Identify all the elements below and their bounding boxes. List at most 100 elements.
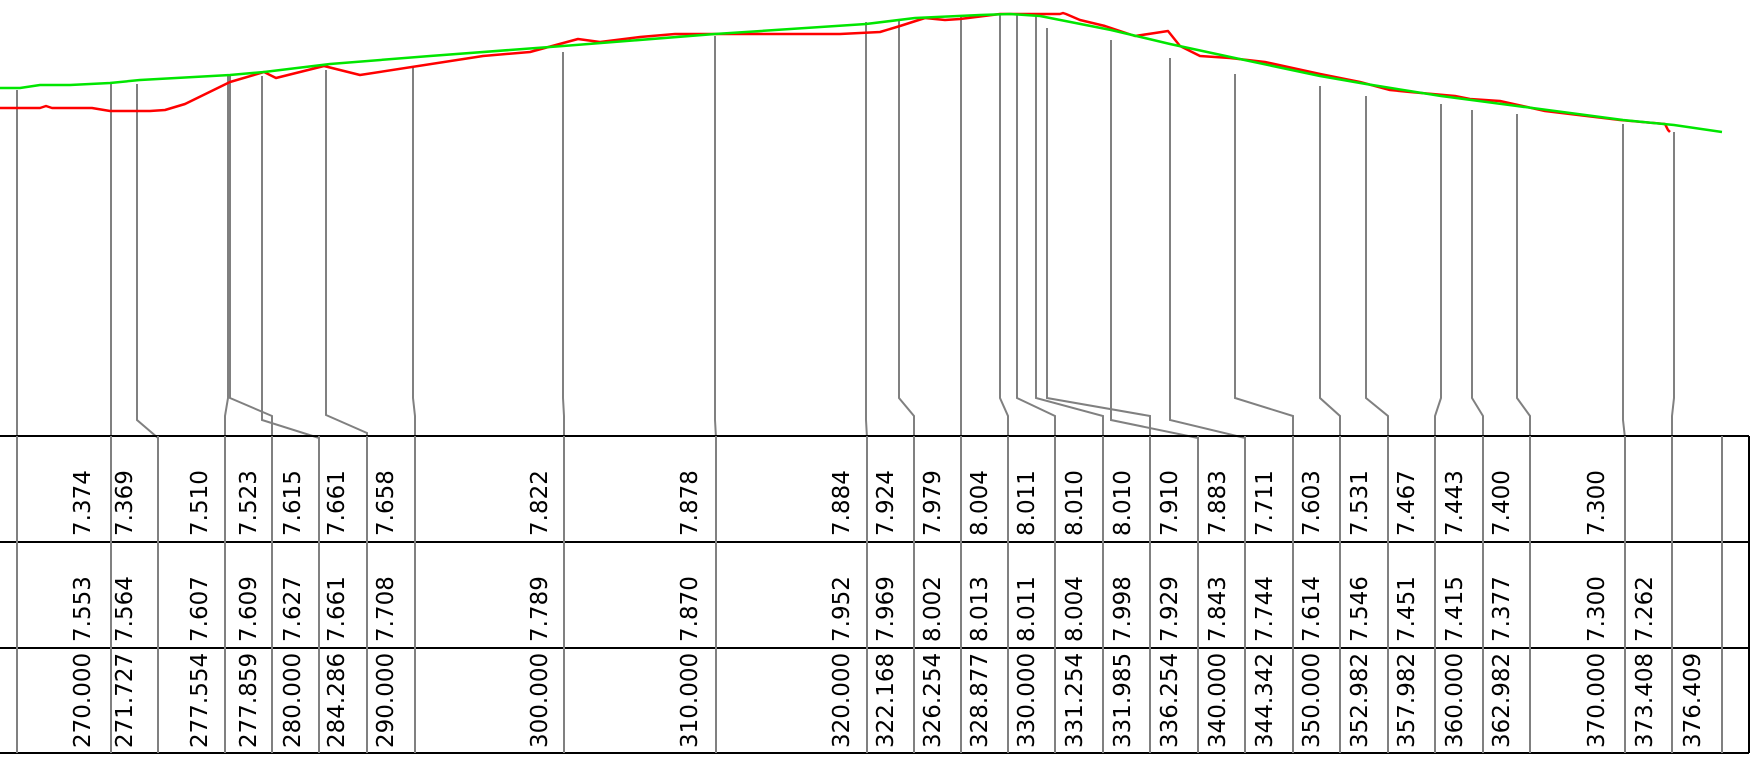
level-value: 7.374 xyxy=(70,470,96,536)
leader-line xyxy=(1319,86,1341,436)
level-value: 277.859 xyxy=(236,653,262,748)
level-value: 331.985 xyxy=(1110,653,1136,748)
level-value: 271.727 xyxy=(112,653,138,748)
leader-line xyxy=(714,36,717,439)
leader-line xyxy=(865,22,868,439)
level-value: 8.011 xyxy=(1014,470,1040,536)
level-value: 8.002 xyxy=(920,576,946,642)
leader-line xyxy=(898,20,915,436)
design-level-row: 7.553 7.564 7.607 7.609 7.627 7.661 7.708 7.789… xyxy=(70,576,1658,642)
level-value: 362.982 xyxy=(1489,653,1515,748)
level-value: 290.000 xyxy=(373,653,399,748)
level-value: 7.658 xyxy=(373,470,399,536)
leader-line xyxy=(1471,110,1484,436)
leader-line xyxy=(1035,14,1104,436)
level-value: 8.013 xyxy=(967,576,993,642)
level-value: 270.000 xyxy=(70,653,96,748)
level-value: 8.010 xyxy=(1110,470,1136,536)
leader-line xyxy=(261,76,320,440)
level-value: 7.609 xyxy=(236,576,262,642)
level-value: 7.708 xyxy=(373,576,399,642)
level-value: 350.000 xyxy=(1299,653,1325,748)
level-value: 7.883 xyxy=(1205,470,1231,536)
level-value: 7.910 xyxy=(1157,470,1183,536)
level-value: 7.451 xyxy=(1394,576,1420,642)
level-value: 7.369 xyxy=(112,470,138,536)
leader-lines xyxy=(16,14,1675,441)
level-value: 7.924 xyxy=(873,470,899,536)
level-value: 328.877 xyxy=(967,653,993,748)
leader-line xyxy=(412,66,416,436)
level-value: 7.884 xyxy=(829,470,855,536)
level-value: 352.982 xyxy=(1347,653,1373,748)
level-value: 7.603 xyxy=(1299,470,1325,536)
level-value: 7.870 xyxy=(677,576,703,642)
level-value: 7.510 xyxy=(187,470,213,536)
level-value: 331.254 xyxy=(1062,653,1088,748)
ground-level-row: 7.374 7.369 7.510 7.523 7.615 7.661 7.658 7.822… xyxy=(70,470,1610,536)
level-value: 7.553 xyxy=(70,576,96,642)
level-value: 7.843 xyxy=(1205,576,1231,642)
leader-line xyxy=(229,76,273,436)
level-value: 7.878 xyxy=(677,470,703,536)
level-value: 300.000 xyxy=(527,653,553,748)
level-value: 7.744 xyxy=(1252,576,1278,642)
level-value: 8.010 xyxy=(1062,470,1088,536)
leader-line xyxy=(1622,124,1626,439)
leader-line xyxy=(325,70,368,436)
level-value: 7.523 xyxy=(236,470,262,536)
leader-line xyxy=(1516,114,1531,436)
level-value: 7.377 xyxy=(1489,576,1515,642)
level-value: 7.789 xyxy=(527,576,553,642)
level-value: 322.168 xyxy=(873,653,899,748)
design-grade-path xyxy=(0,12,1723,134)
level-value: 344.342 xyxy=(1252,653,1278,748)
leader-line xyxy=(224,76,229,436)
level-value: 7.415 xyxy=(1442,576,1468,642)
leader-line xyxy=(1365,96,1389,436)
level-value: 310.000 xyxy=(677,653,703,748)
level-value: 326.254 xyxy=(920,653,946,748)
level-value: 7.952 xyxy=(829,576,855,642)
leader-line xyxy=(1046,28,1151,436)
level-value: 7.531 xyxy=(1347,470,1373,536)
level-value: 330.000 xyxy=(1014,653,1040,748)
level-value: 376.409 xyxy=(1680,653,1706,748)
level-value: 7.969 xyxy=(873,576,899,642)
level-value: 7.546 xyxy=(1347,576,1373,642)
level-value: 7.627 xyxy=(280,576,306,642)
level-value: 7.614 xyxy=(1299,576,1325,642)
level-value: 7.661 xyxy=(324,576,350,642)
level-value: 8.011 xyxy=(1014,576,1040,642)
level-value: 7.929 xyxy=(1157,576,1183,642)
level-value: 7.400 xyxy=(1489,470,1515,536)
level-value: 7.564 xyxy=(112,576,138,642)
level-value: 7.661 xyxy=(324,470,350,536)
existing-ground-line xyxy=(0,11,1671,133)
level-value: 7.262 xyxy=(1632,576,1658,642)
level-value: 7.443 xyxy=(1442,470,1468,536)
level-value: 340.000 xyxy=(1205,653,1231,748)
level-value: 7.467 xyxy=(1394,470,1420,536)
leader-line xyxy=(136,84,159,441)
level-value: 336.254 xyxy=(1157,653,1183,748)
leader-line xyxy=(1434,104,1442,436)
level-value: 7.998 xyxy=(1110,576,1136,642)
profile-table xyxy=(0,435,1750,754)
level-value: 357.982 xyxy=(1394,653,1420,748)
chainage-row: 270.000 271.727 277.554 277.859 280.000 284.2… xyxy=(70,653,1706,748)
level-value: 277.554 xyxy=(187,653,213,748)
level-value: 320.000 xyxy=(829,653,855,748)
level-value: 7.607 xyxy=(187,576,213,642)
leader-line xyxy=(1234,74,1294,436)
leader-line xyxy=(999,14,1009,436)
leader-line xyxy=(1110,40,1199,440)
level-value: 7.822 xyxy=(527,470,553,536)
level-value: 8.004 xyxy=(1062,576,1088,642)
level-value: 370.000 xyxy=(1584,653,1610,748)
level-value: 373.408 xyxy=(1632,653,1658,748)
leader-line xyxy=(1016,14,1056,436)
level-value: 7.300 xyxy=(1584,470,1610,536)
leader-line xyxy=(562,52,565,436)
